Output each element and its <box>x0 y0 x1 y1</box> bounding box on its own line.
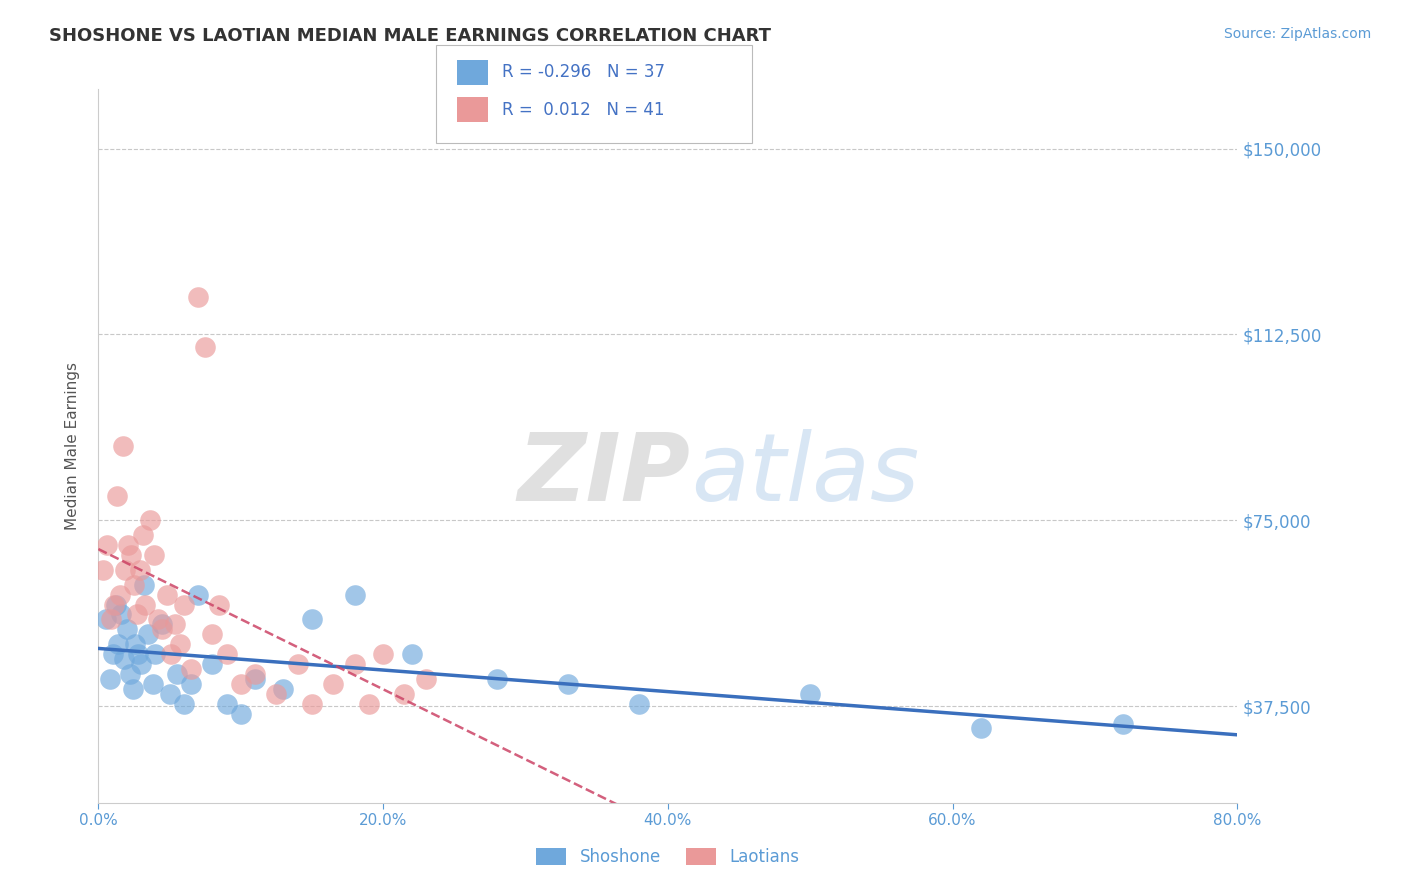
Point <box>394 687 416 701</box>
Point <box>125 607 148 622</box>
Point <box>628 697 651 711</box>
Point <box>114 563 136 577</box>
Point <box>100 612 122 626</box>
Point <box>243 667 266 681</box>
Point <box>120 548 142 562</box>
Point <box>194 340 217 354</box>
Legend: Shoshone, Laotians: Shoshone, Laotians <box>530 841 806 873</box>
Point <box>173 697 195 711</box>
Point <box>148 612 170 626</box>
Point <box>91 563 114 577</box>
Point <box>215 647 238 661</box>
Point <box>273 681 295 696</box>
Text: R =  0.012   N = 41: R = 0.012 N = 41 <box>502 101 665 119</box>
Point <box>96 538 118 552</box>
Text: Source: ZipAtlas.com: Source: ZipAtlas.com <box>1223 27 1371 41</box>
Point <box>415 672 437 686</box>
Point <box>557 677 579 691</box>
Point <box>107 637 129 651</box>
Point <box>127 647 149 661</box>
Point <box>371 647 394 661</box>
Point <box>215 697 238 711</box>
Point <box>970 722 993 736</box>
Point <box>1112 716 1135 731</box>
Point <box>132 578 155 592</box>
Point <box>165 617 187 632</box>
Point <box>357 697 380 711</box>
Point <box>401 647 423 661</box>
Point <box>101 647 124 661</box>
Point <box>122 578 145 592</box>
Point <box>201 657 224 671</box>
Point <box>486 672 509 686</box>
Point <box>152 623 174 637</box>
Point <box>115 623 138 637</box>
Point <box>160 647 183 661</box>
Point <box>322 677 344 691</box>
Y-axis label: Median Male Earnings: Median Male Earnings <box>65 362 80 530</box>
Point <box>266 687 288 701</box>
Point <box>110 607 132 622</box>
Point <box>111 439 134 453</box>
Point <box>94 612 117 626</box>
Point <box>128 563 150 577</box>
Text: R = -0.296   N = 37: R = -0.296 N = 37 <box>502 63 665 81</box>
Point <box>124 637 146 651</box>
Point <box>108 588 131 602</box>
Point <box>104 598 127 612</box>
Point <box>301 612 323 626</box>
Point <box>287 657 309 671</box>
Point <box>103 598 125 612</box>
Point <box>118 667 141 681</box>
Point <box>343 588 366 602</box>
Point <box>187 588 209 602</box>
Point <box>180 677 202 691</box>
Point <box>166 667 188 681</box>
Point <box>117 538 139 552</box>
Point <box>159 687 181 701</box>
Point <box>187 290 209 304</box>
Point <box>98 672 121 686</box>
Point <box>105 489 128 503</box>
Point <box>112 652 135 666</box>
Point <box>131 528 153 542</box>
Point <box>152 617 174 632</box>
Text: ZIP: ZIP <box>517 428 690 521</box>
Point <box>134 598 156 612</box>
Point <box>180 662 202 676</box>
Point <box>208 598 231 612</box>
Point <box>129 657 152 671</box>
Point <box>173 598 195 612</box>
Point <box>145 647 167 661</box>
Point <box>229 706 252 721</box>
Point <box>799 687 821 701</box>
Point <box>156 588 179 602</box>
Point <box>121 681 143 696</box>
Text: SHOSHONE VS LAOTIAN MEDIAN MALE EARNINGS CORRELATION CHART: SHOSHONE VS LAOTIAN MEDIAN MALE EARNINGS… <box>49 27 772 45</box>
Point <box>142 548 165 562</box>
Point <box>243 672 266 686</box>
Point <box>138 513 160 527</box>
Text: atlas: atlas <box>690 429 920 520</box>
Point <box>301 697 323 711</box>
Point <box>136 627 159 641</box>
Point <box>343 657 366 671</box>
Point <box>229 677 252 691</box>
Point <box>201 627 224 641</box>
Point <box>169 637 191 651</box>
Point <box>141 677 163 691</box>
